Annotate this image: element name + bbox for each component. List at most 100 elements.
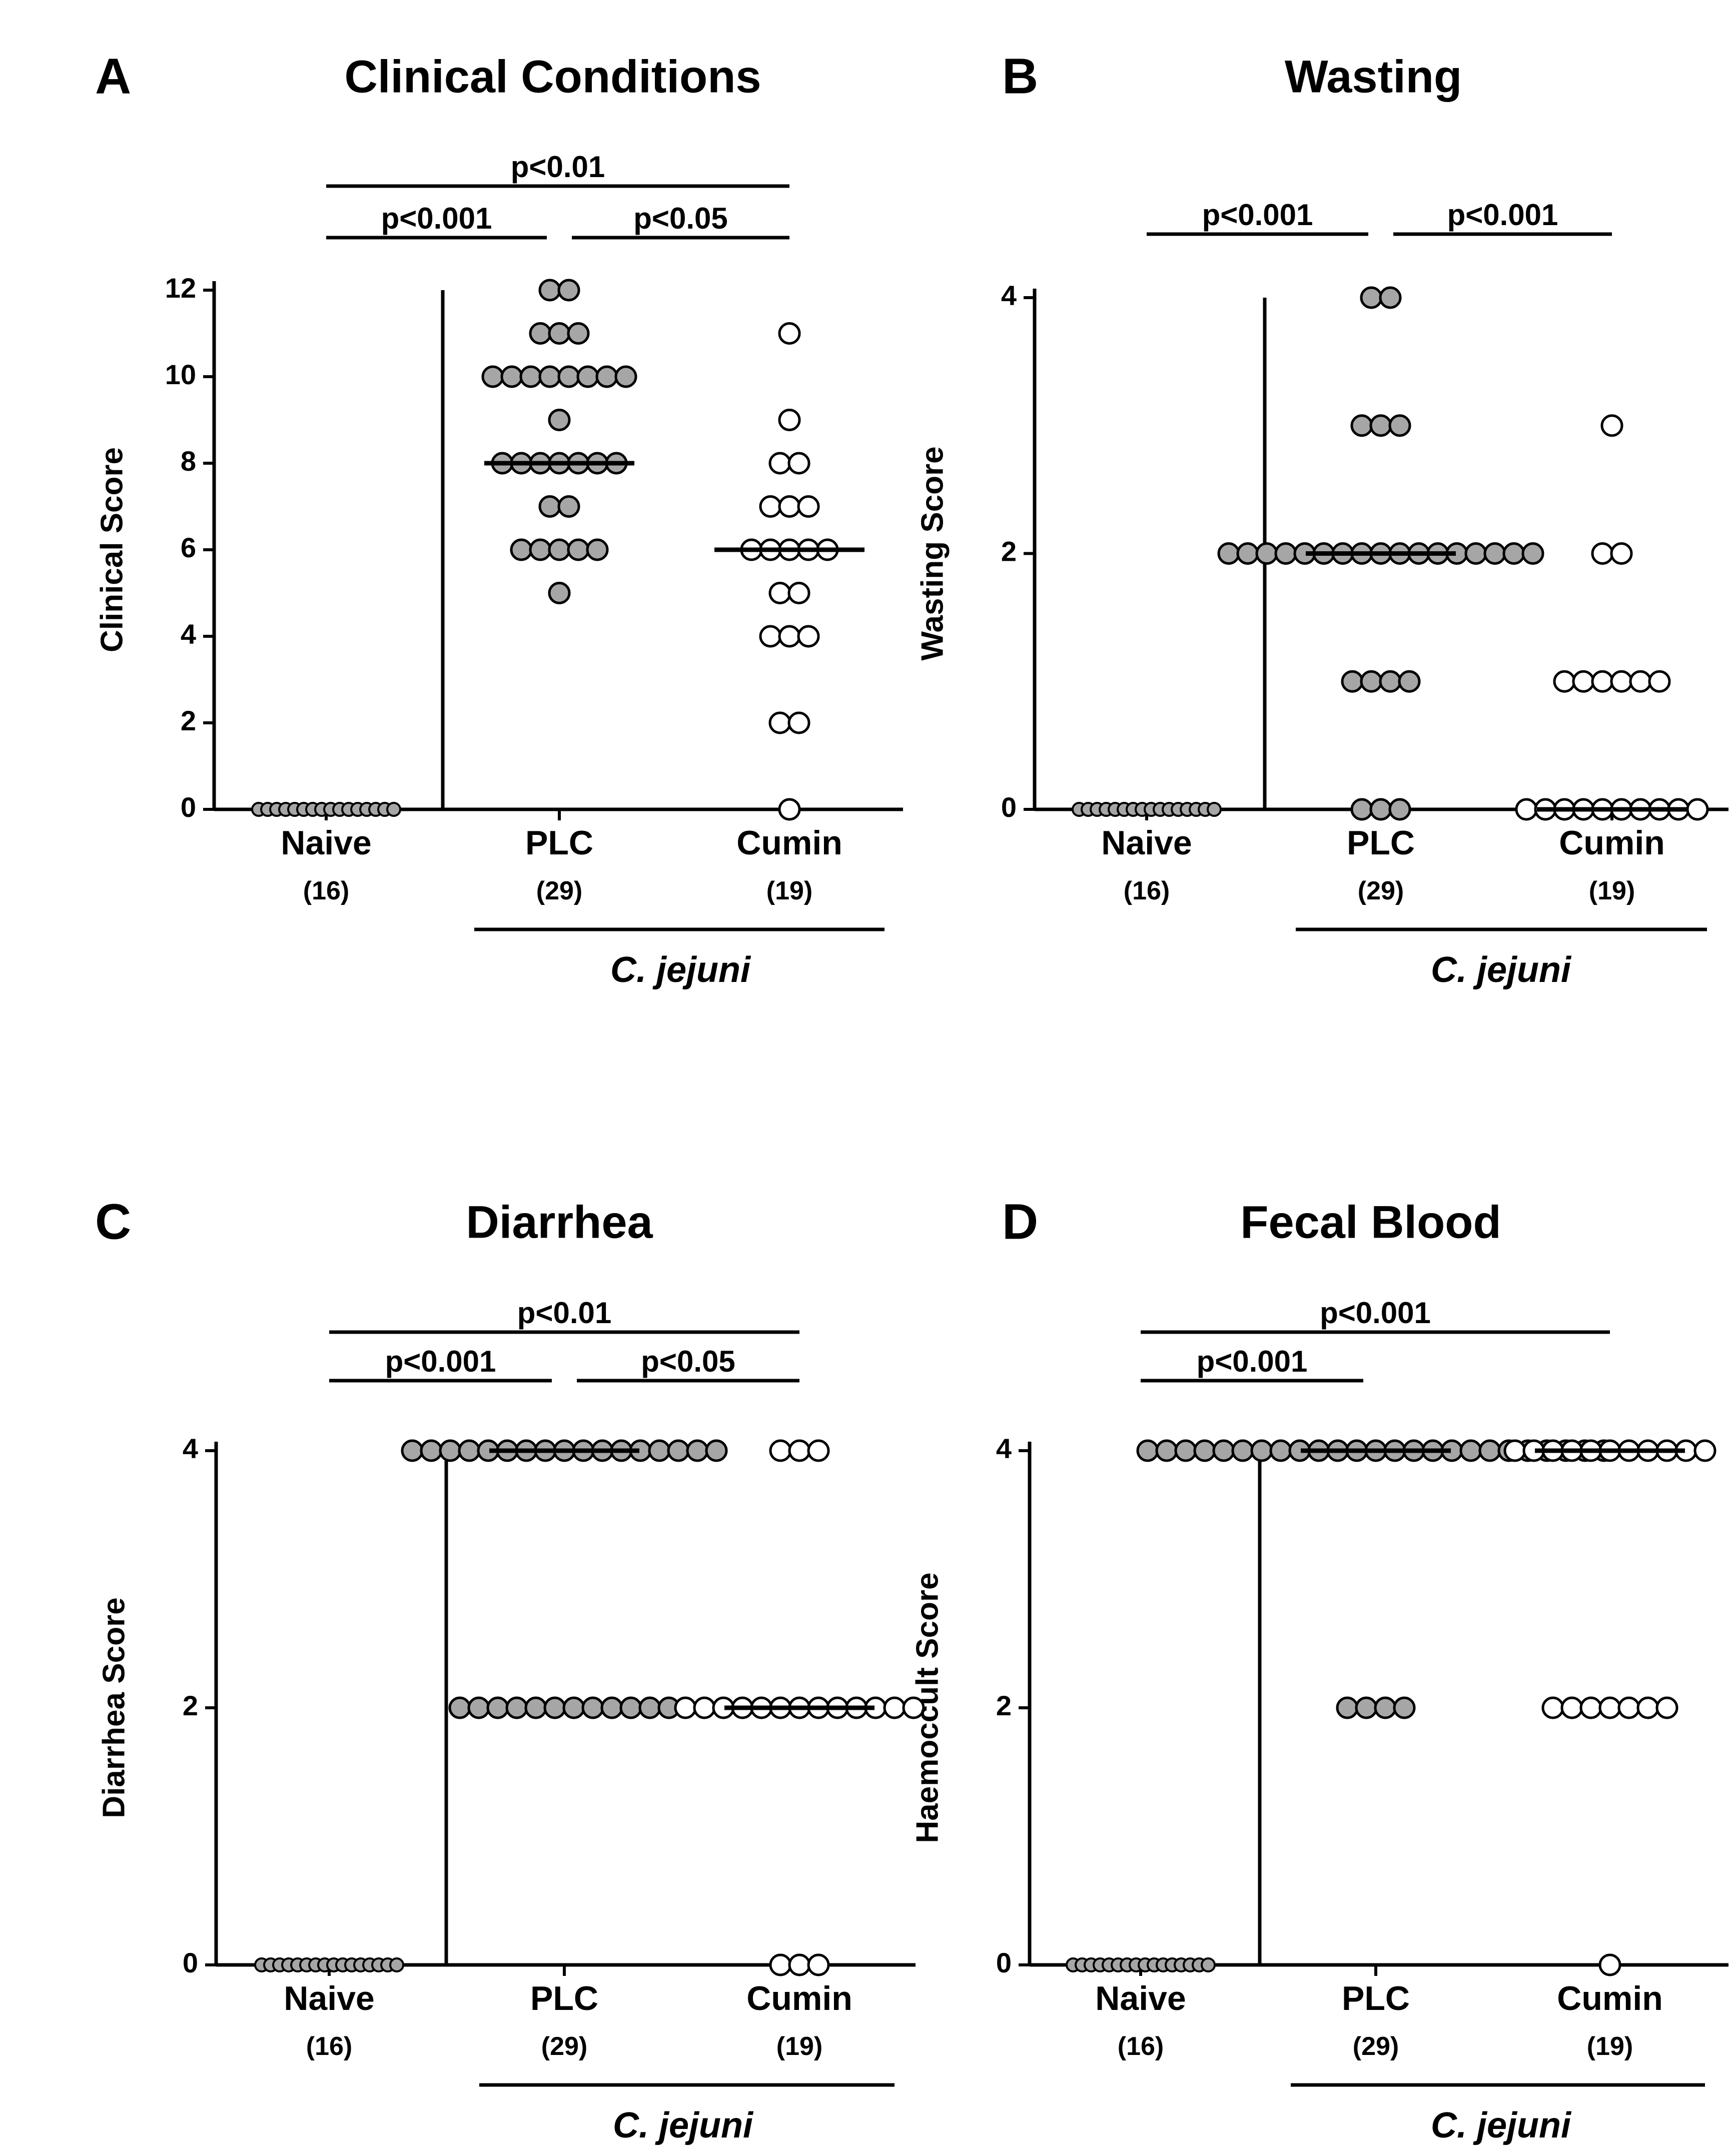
data-point — [778, 625, 801, 648]
data-point — [1648, 670, 1671, 693]
panel-title: Fecal Blood — [1240, 1197, 1501, 1248]
data-point — [1350, 798, 1373, 821]
y-tick-label: 0 — [996, 1947, 1012, 1978]
data-point — [548, 322, 571, 345]
data-point — [1478, 1439, 1501, 1462]
data-point — [1274, 542, 1297, 565]
data-point — [1155, 1439, 1178, 1462]
panel-letter: C — [95, 1194, 131, 1250]
data-point — [1193, 1439, 1216, 1462]
data-point — [705, 1439, 728, 1462]
data-point — [595, 365, 618, 388]
y-axis-label: Diarrhea Score — [97, 1597, 131, 1818]
group-label-cumin: Cumin — [1557, 1979, 1663, 2017]
data-point — [693, 1696, 716, 1719]
group-n-cumin: (19) — [766, 876, 812, 905]
data-point — [1591, 542, 1614, 565]
data-point — [1541, 1696, 1564, 1719]
data-point — [797, 625, 820, 648]
data-point — [389, 1957, 404, 1972]
y-tick-label: 6 — [181, 532, 196, 563]
data-point — [1250, 1439, 1273, 1462]
data-point — [1374, 1696, 1397, 1719]
p-value-label: p<0.001 — [1202, 198, 1313, 232]
data-point — [787, 582, 810, 604]
y-tick-label: 8 — [181, 445, 196, 477]
data-point — [420, 1439, 443, 1462]
data-point — [481, 365, 504, 388]
group-label-naive: Naive — [1095, 1979, 1186, 2017]
data-point — [1255, 542, 1278, 565]
data-point — [638, 1696, 661, 1719]
p-value-label: p<0.01 — [511, 150, 605, 184]
data-point — [1617, 1696, 1640, 1719]
data-point — [448, 1696, 471, 1719]
data-point — [768, 452, 791, 475]
infection-label: C. jejuni — [610, 950, 751, 990]
data-point — [567, 322, 590, 345]
group-label-cumin: Cumin — [736, 824, 842, 862]
data-point — [486, 1696, 509, 1719]
group-label-plc: PLC — [530, 1979, 598, 2017]
y-axis-label: Wasting Score — [915, 446, 950, 660]
data-point — [1693, 1439, 1716, 1462]
panel-letter: B — [1002, 48, 1038, 104]
data-point — [557, 279, 580, 302]
data-point — [1379, 670, 1402, 693]
data-point — [1388, 798, 1411, 821]
data-point — [548, 409, 571, 431]
group-label-naive: Naive — [281, 824, 371, 862]
data-point — [581, 1696, 604, 1719]
p-value-label: p<0.001 — [1320, 1296, 1431, 1330]
data-point — [807, 1439, 830, 1462]
group-label-plc: PLC — [1342, 1979, 1410, 2017]
data-point — [674, 1696, 697, 1719]
data-point — [1350, 414, 1373, 437]
data-point — [576, 365, 599, 388]
group-n-naive: (16) — [1118, 2032, 1164, 2061]
data-point — [1369, 414, 1392, 437]
group-n-plc: (29) — [536, 876, 582, 905]
data-point — [1212, 1439, 1235, 1462]
data-point — [529, 538, 552, 561]
data-point — [769, 1953, 792, 1976]
data-point — [557, 495, 580, 518]
data-point — [1598, 1696, 1621, 1719]
data-point — [787, 452, 810, 475]
data-point — [797, 495, 820, 518]
group-n-plc: (29) — [1358, 876, 1404, 905]
data-point — [787, 711, 810, 734]
group-n-naive: (16) — [303, 876, 349, 905]
y-axis-label: Clinical Score — [95, 447, 129, 652]
data-point — [1398, 670, 1421, 693]
y-tick-label: 10 — [165, 359, 196, 390]
group-label-naive: Naive — [284, 1979, 374, 2017]
data-point — [1655, 1696, 1678, 1719]
data-point — [768, 711, 791, 734]
data-point — [1393, 1696, 1416, 1719]
data-point — [1503, 1439, 1526, 1462]
y-tick-label: 0 — [183, 1947, 198, 1978]
data-point — [401, 1439, 424, 1462]
data-point — [505, 1696, 528, 1719]
p-value-label: p<0.001 — [381, 202, 492, 235]
y-tick-label: 4 — [183, 1433, 198, 1464]
data-point — [788, 1953, 811, 1976]
data-point — [1369, 798, 1392, 821]
data-point — [778, 409, 801, 431]
data-point — [1521, 542, 1544, 565]
data-point — [548, 538, 571, 561]
data-point — [667, 1439, 690, 1462]
group-label-plc: PLC — [525, 824, 593, 862]
data-point — [807, 1953, 830, 1976]
group-n-plc: (29) — [1353, 2032, 1399, 2061]
group-n-cumin: (19) — [1589, 876, 1635, 905]
data-point — [529, 322, 552, 345]
data-point — [1560, 1696, 1583, 1719]
data-point — [1686, 798, 1709, 821]
data-point — [1388, 414, 1411, 437]
data-point — [1379, 286, 1402, 309]
data-point — [538, 279, 561, 302]
data-point — [768, 582, 791, 604]
